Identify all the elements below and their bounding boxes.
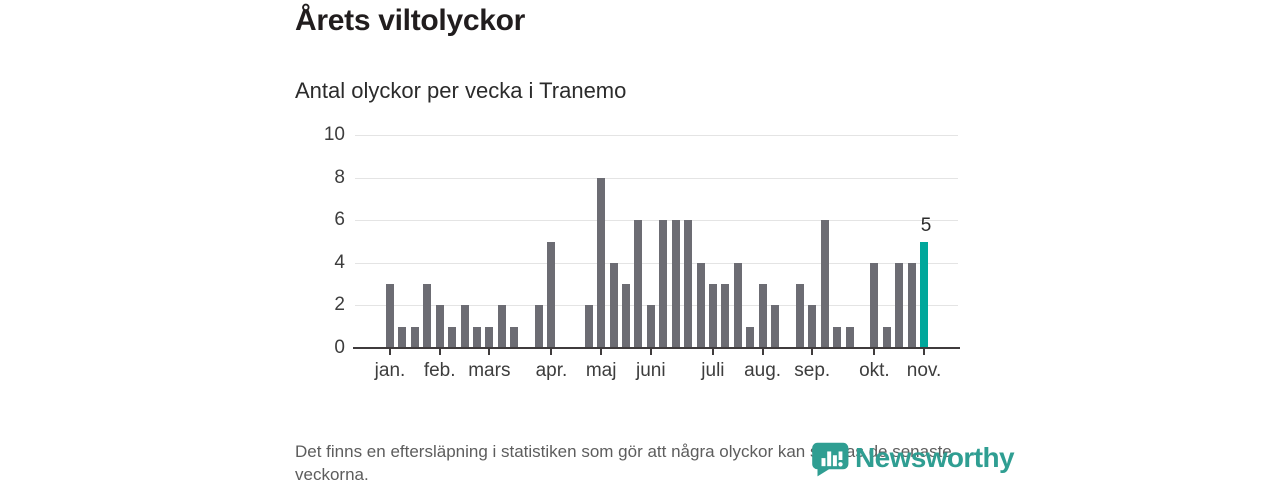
bar-week-32 [771, 305, 780, 348]
chart-subtitle: Antal olyckor per vecka i Tranemo [295, 78, 627, 103]
x-axis-label: juni [636, 360, 666, 381]
gridline [355, 177, 958, 179]
bar-week-21 [634, 220, 643, 348]
x-axis-line [353, 347, 960, 349]
x-axis-label: aug. [744, 360, 782, 381]
x-axis-label: okt. [859, 360, 890, 381]
bar-week-41 [882, 326, 891, 348]
y-axis-label: 4 [334, 251, 345, 273]
newsworthy-icon [812, 441, 850, 479]
x-axis-label: jan. [374, 360, 406, 381]
x-axis-label: nov. [906, 360, 942, 381]
y-axis-label: 10 [323, 124, 345, 145]
bar-week-43 [907, 262, 916, 348]
bar-week-38 [845, 326, 854, 348]
x-axis-tick [649, 349, 652, 355]
bar-week-35 [808, 305, 817, 348]
x-axis-tick [389, 349, 391, 355]
bar-week-17 [584, 305, 593, 348]
bar-value-label: 5 [920, 214, 932, 236]
footnote: Det finns en eftersläpning i statistiken… [295, 442, 952, 480]
bar-week-5 [435, 305, 444, 348]
bar-week-44 [920, 241, 929, 348]
x-axis-tick [488, 349, 491, 355]
bar-week-11 [510, 326, 519, 348]
gridline [355, 262, 958, 264]
bar-week-7 [460, 305, 469, 348]
x-axis-label: juli [701, 360, 725, 381]
bar-week-14 [547, 241, 556, 348]
x-axis-label: maj [585, 360, 617, 381]
bar-week-19 [609, 262, 618, 348]
bar-week-34 [795, 284, 804, 348]
bar-week-18 [597, 177, 606, 348]
y-axis-label: 0 [334, 337, 345, 358]
bar-week-9 [485, 326, 494, 348]
x-axis-tick [438, 349, 441, 355]
bar-week-31 [758, 284, 767, 348]
y-axis-label: 6 [334, 209, 345, 231]
x-axis-tick [811, 349, 814, 355]
gridline [355, 135, 958, 136]
bar-week-4 [423, 284, 432, 348]
x-axis-label: apr. [535, 360, 568, 381]
bar-week-1 [386, 284, 394, 348]
x-axis-label: mars [468, 360, 511, 381]
bar-week-8 [472, 326, 481, 348]
x-axis-label: sep. [794, 360, 831, 381]
bar-week-20 [621, 284, 630, 348]
bar-week-22 [646, 305, 655, 348]
bar-week-2 [398, 326, 407, 348]
x-axis-tick [873, 349, 876, 355]
bar-week-28 [721, 284, 730, 348]
bar-week-40 [870, 262, 879, 348]
x-axis-label: feb. [423, 360, 456, 381]
x-axis-tick [761, 349, 764, 355]
x-axis-tick [711, 349, 714, 355]
bar-week-3 [410, 326, 419, 348]
bar-week-42 [895, 262, 904, 348]
newsworthy-logo: Newsworthy [812, 441, 1015, 479]
x-axis-tick [600, 349, 603, 355]
x-axis-tick [550, 349, 553, 355]
bar-week-27 [708, 284, 717, 348]
bar-week-6 [448, 326, 457, 348]
bar-week-36 [820, 220, 829, 348]
bar-week-37 [833, 326, 842, 348]
bar-week-25 [684, 220, 693, 348]
bar-week-24 [671, 220, 680, 348]
page-title: Årets viltolyckor [295, 4, 525, 37]
bar-week-26 [696, 262, 705, 348]
bar-week-23 [659, 220, 668, 348]
x-axis-tick [923, 349, 926, 355]
bar-week-13 [535, 305, 544, 348]
gridline [355, 305, 958, 307]
bar-week-29 [733, 262, 742, 348]
bar-week-30 [746, 326, 755, 348]
gridline [355, 220, 958, 222]
bar-week-10 [497, 305, 506, 348]
y-axis-label: 2 [334, 294, 345, 316]
y-axis-label: 8 [334, 166, 345, 188]
newsworthy-wordmark: Newsworthy [855, 442, 1015, 473]
